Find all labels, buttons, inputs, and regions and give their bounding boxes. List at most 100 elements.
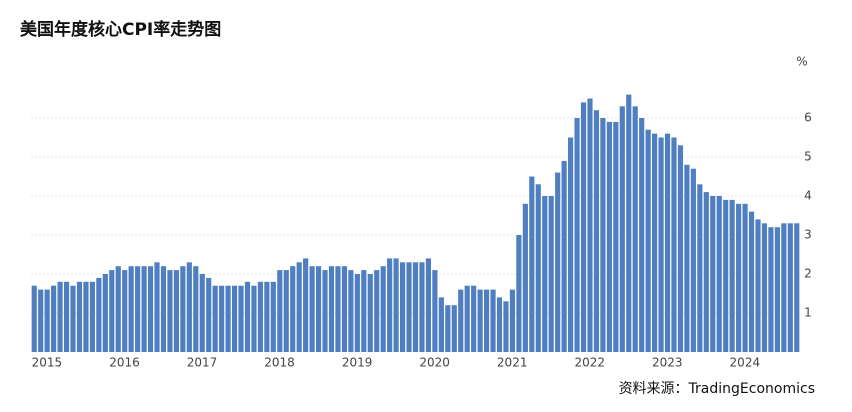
bar [516,235,522,352]
bar [677,145,684,352]
bar [781,223,787,352]
x-tick-label: 2021 [497,356,528,370]
bar [412,262,419,352]
x-tick-label: 2019 [342,356,373,370]
bar [664,133,671,352]
bar [57,281,63,352]
bar [270,281,276,352]
bar [535,184,541,352]
bar [768,227,774,352]
bar [212,285,218,352]
bar [425,258,432,352]
bar [723,199,729,352]
bar [438,297,444,352]
bar [225,285,231,352]
bar [374,270,380,352]
bar [580,102,587,353]
bar [710,196,716,352]
bar [38,289,44,352]
x-tick-label: 2017 [187,356,218,370]
bar [109,270,115,352]
bar [257,281,263,352]
bar [135,266,141,352]
bar [736,203,742,352]
bar [613,121,619,353]
bar [471,285,477,352]
y-tick-label: 5 [804,150,812,164]
bar [600,118,606,352]
bar [742,203,748,352]
bar [574,118,580,352]
bar [199,274,205,352]
bar [690,168,696,352]
bar [503,301,509,352]
y-tick-label: 1 [804,306,812,320]
bar [568,137,574,352]
bar [761,223,768,352]
bar [671,137,677,352]
bar [244,281,251,352]
bar [432,270,438,352]
bar [315,266,322,352]
x-tick-label: 2023 [652,356,683,370]
bar [141,266,147,352]
bar [206,277,212,352]
bar [251,285,257,352]
bar [387,258,393,352]
bar [399,262,406,352]
bar [445,305,451,352]
bar [361,270,367,352]
bar [238,285,244,352]
bar [173,270,179,352]
bar [787,223,793,352]
bar [451,305,457,352]
bar [296,262,302,352]
bar [186,262,192,352]
bar [160,266,167,352]
bar [367,274,373,352]
y-tick-label: 3 [804,228,812,242]
bar [587,98,593,352]
bar [729,199,735,352]
bar [102,274,108,352]
bar [774,227,780,352]
bar [458,289,464,352]
bar [697,184,703,352]
bar [632,106,638,352]
bar [658,137,664,352]
bar [341,266,348,352]
bar [483,289,490,352]
bar [794,223,800,352]
y-tick-label: 6 [804,111,812,125]
bar [322,270,328,352]
bar [619,106,625,352]
bar [755,219,761,352]
x-tick-label: 2024 [730,356,761,370]
bar [509,289,516,352]
bar [290,266,296,352]
bar [154,262,160,352]
bar [219,285,225,352]
bar [44,289,50,352]
bar [348,270,354,352]
bar [555,172,561,352]
bar [128,266,134,352]
bar [542,196,548,352]
bar [626,94,632,352]
x-tick-label: 2016 [109,356,140,370]
bar [529,176,535,352]
bar [606,121,612,353]
bar [303,258,309,352]
bar [51,285,57,352]
bar [89,281,95,352]
source: 资料来源：TradingEconomics [619,381,815,397]
bar [652,133,658,352]
bar [277,270,283,352]
bar [593,110,600,352]
bar [283,270,289,352]
bar [147,266,154,352]
x-tick-label: 2020 [419,356,450,370]
chart-title: 美国年度核心CPI率走势图 [20,19,221,40]
x-tick-label: 2018 [264,356,295,370]
